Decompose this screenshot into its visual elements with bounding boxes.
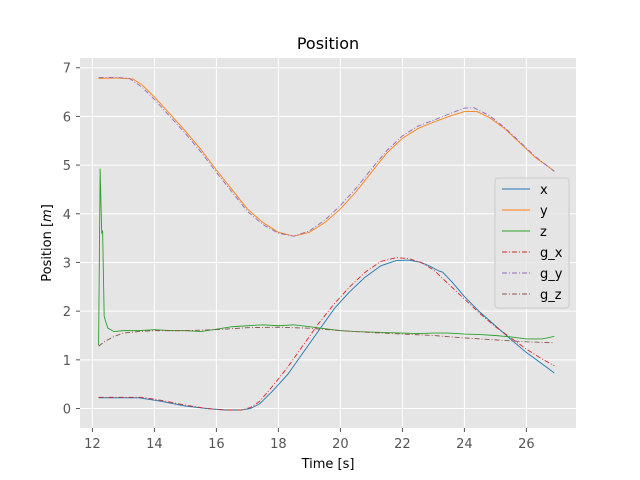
legend: xyz g_x g_y g_z <box>494 177 570 309</box>
x-tick-label: 18 <box>270 437 287 452</box>
x-tick-label: 26 <box>518 437 535 452</box>
y-axis-label-prefix: Position [ <box>40 222 55 282</box>
y-tick-label: 6 <box>63 110 71 125</box>
series-line-g-x <box>98 257 555 411</box>
legend-label-g-x: g_x <box>540 246 563 261</box>
series-line-y <box>98 77 555 237</box>
legend-label-g-z: g_z <box>540 288 562 303</box>
y-tick-label: 1 <box>63 354 71 369</box>
y-axis-label-suffix: ] <box>40 204 55 209</box>
y-axis-label-unit: m <box>40 209 55 222</box>
legend-label-g-y: g_y <box>540 267 563 282</box>
legend-label-x: x <box>540 183 548 198</box>
y-tick-label: 7 <box>63 62 71 77</box>
y-tick-label: 4 <box>63 208 71 223</box>
legend-label-z: z <box>540 225 547 240</box>
x-tick-label: 16 <box>208 437 225 452</box>
series-line-x <box>98 259 555 411</box>
chart-title: Position <box>297 34 359 53</box>
series-lines <box>98 77 555 411</box>
series-line-g-y <box>98 77 555 237</box>
series-line-z <box>98 168 555 346</box>
x-tick-label: 24 <box>456 437 473 452</box>
x-tick-label: 20 <box>332 437 349 452</box>
y-tick-label: 2 <box>63 305 71 320</box>
y-tick-label: 5 <box>63 159 71 174</box>
x-tick-label: 12 <box>84 437 101 452</box>
y-tick-label: 0 <box>63 403 71 418</box>
y-axis-label: Position [m] <box>40 204 55 282</box>
legend-label-y: y <box>540 204 548 219</box>
series-line-g-z <box>98 326 555 347</box>
x-tick-label: 14 <box>146 437 163 452</box>
plot-background <box>80 58 576 428</box>
y-tick-label: 3 <box>63 256 71 271</box>
x-tick-label: 22 <box>394 437 411 452</box>
x-axis-label: Time [s] <box>301 457 355 472</box>
